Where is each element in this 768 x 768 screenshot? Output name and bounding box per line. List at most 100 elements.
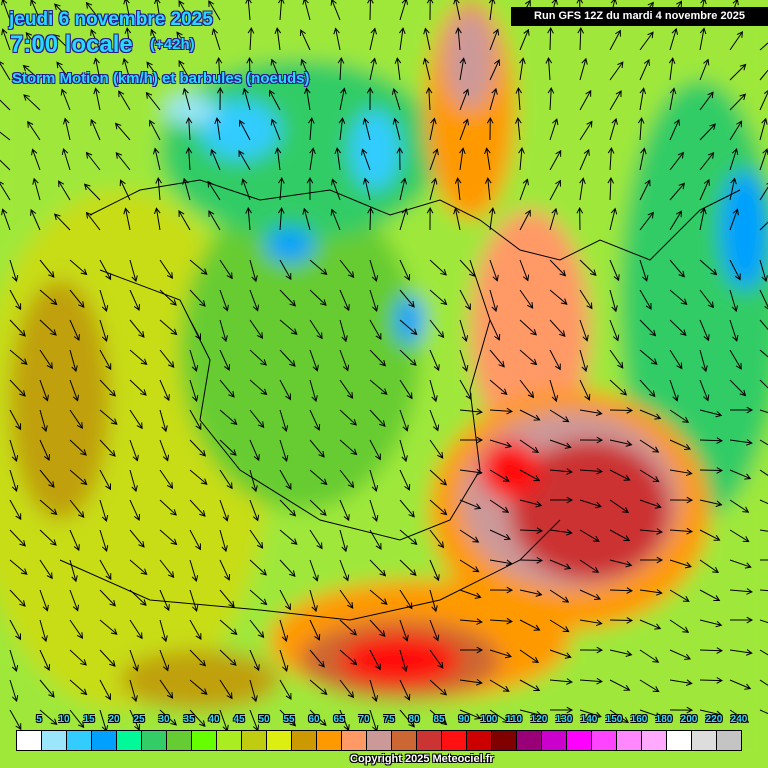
legend-swatch — [367, 731, 392, 750]
wind-arrow — [429, 439, 444, 459]
wind-arrow — [699, 709, 723, 718]
wind-arrow — [270, 118, 281, 141]
wind-arrow — [154, 0, 161, 21]
wind-arrow — [219, 349, 231, 371]
wind-arrow — [339, 529, 348, 553]
wind-arrow — [429, 117, 437, 141]
wind-arrow — [39, 649, 51, 671]
wind-arrow — [639, 179, 651, 201]
wind-arrow — [669, 706, 694, 714]
wind-arrow — [185, 116, 193, 141]
wind-arrow — [699, 589, 721, 601]
wind-arrow — [549, 468, 573, 475]
legend-swatch — [192, 731, 217, 750]
wind-arrow — [489, 649, 512, 659]
wind-arrow — [279, 259, 292, 281]
wind-arrow — [189, 349, 199, 373]
wind-arrow — [729, 406, 754, 414]
wind-arrow — [339, 319, 348, 343]
wind-arrow — [279, 349, 296, 367]
wind-arrow — [429, 289, 448, 306]
wind-arrow — [729, 349, 742, 370]
wind-arrow — [519, 679, 541, 692]
wind-arrow — [367, 0, 374, 21]
wind-arrow — [39, 529, 57, 546]
wind-arrow — [639, 499, 662, 509]
wind-arrow — [129, 409, 143, 430]
wind-arrow — [189, 589, 199, 612]
wind-arrow — [759, 439, 768, 446]
legend-label: 70 — [358, 714, 370, 725]
wind-arrow — [339, 559, 350, 582]
wind-arrow — [309, 619, 321, 641]
wind-arrow — [189, 379, 199, 402]
wind-arrow — [489, 529, 511, 541]
wind-arrow — [279, 379, 291, 401]
wind-arrow — [669, 649, 692, 660]
wind-arrow — [279, 679, 292, 700]
wind-arrow — [249, 259, 258, 283]
wind-arrow — [549, 118, 559, 141]
wind-arrow — [609, 207, 618, 231]
wind-arrow — [278, 177, 285, 201]
wind-arrow — [279, 559, 296, 577]
wind-arrow — [489, 439, 513, 449]
wind-arrow — [219, 559, 231, 581]
wind-arrow — [309, 409, 321, 431]
wind-arrow — [129, 319, 145, 338]
wind-arrow — [549, 349, 561, 371]
wind-arrow — [189, 289, 206, 307]
wind-arrow — [549, 439, 572, 449]
wind-arrow — [484, 177, 492, 201]
wind-arrow — [579, 467, 603, 475]
legend-label: 160 — [630, 714, 648, 725]
wind-arrow — [69, 709, 85, 729]
wind-arrow — [93, 57, 101, 81]
legend-swatch — [267, 731, 292, 750]
wind-arrow — [519, 259, 530, 282]
wind-arrow — [609, 29, 621, 51]
wind-arrow — [489, 319, 501, 341]
wind-arrow — [279, 709, 297, 727]
wind-arrow — [219, 589, 235, 608]
wind-arrow — [39, 499, 58, 516]
wind-arrow — [219, 439, 237, 456]
wind-arrow — [669, 619, 690, 633]
wind-arrow — [9, 709, 22, 731]
wind-arrow — [1, 28, 11, 51]
wind-arrow — [639, 31, 654, 51]
wind-arrow — [699, 677, 724, 684]
wind-arrow — [669, 589, 690, 602]
wind-arrow — [9, 439, 19, 463]
legend-label: 130 — [555, 714, 573, 725]
wind-arrow — [189, 409, 202, 431]
legend-label: 75 — [383, 714, 395, 725]
wind-arrow — [519, 57, 526, 81]
wind-arrow — [69, 679, 88, 696]
wind-arrow — [459, 436, 484, 444]
wind-arrow — [729, 379, 747, 397]
wind-arrow — [759, 42, 768, 51]
wind-arrow — [759, 559, 768, 561]
wind-arrow — [129, 679, 138, 703]
wind-arrow — [489, 679, 510, 692]
wind-arrow — [114, 122, 131, 141]
wind-arrow — [519, 619, 541, 631]
wind-arrow — [699, 349, 708, 373]
wind-arrow — [729, 439, 753, 446]
legend-label: 90 — [458, 714, 470, 725]
wind-arrow — [549, 589, 570, 603]
wind-arrow — [0, 155, 11, 171]
wind-arrow — [270, 58, 281, 81]
wind-arrow — [279, 619, 289, 643]
wind-arrow — [0, 131, 11, 141]
wind-arrow — [609, 439, 633, 447]
wind-arrow — [639, 709, 662, 719]
wind-arrow — [609, 649, 633, 657]
wind-arrow — [639, 379, 656, 398]
wind-arrow — [39, 559, 53, 580]
wind-arrow — [519, 709, 543, 718]
legend-swatch — [142, 731, 167, 750]
legend-swatch — [342, 731, 367, 750]
wind-arrow — [699, 559, 720, 574]
